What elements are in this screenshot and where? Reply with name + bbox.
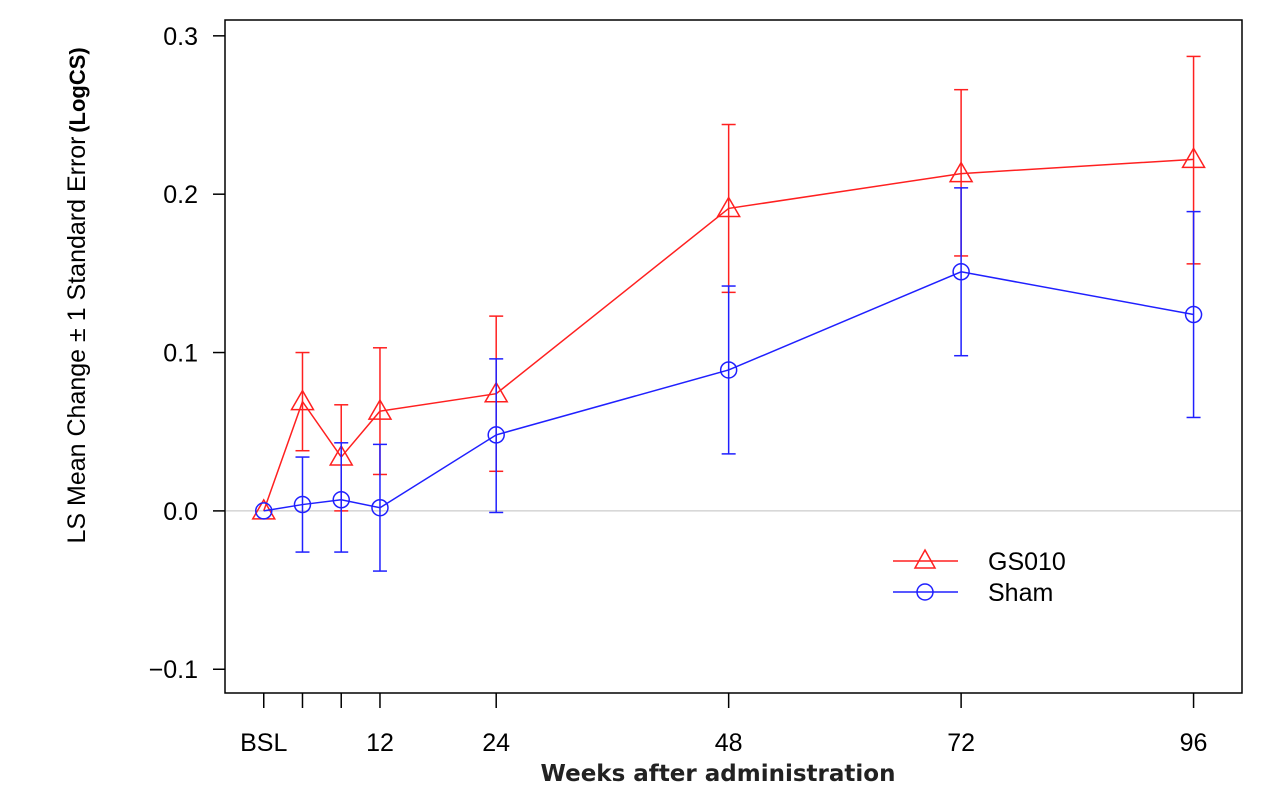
legend-marker-gs010 xyxy=(913,548,937,569)
plot-frame xyxy=(224,19,1243,694)
data-point-sham xyxy=(371,498,389,517)
data-point-sham xyxy=(1184,305,1203,324)
legend-label-gs010: GS010 xyxy=(988,548,1066,576)
data-point-sham xyxy=(487,426,505,444)
data-point-sham xyxy=(332,491,350,509)
y-axis-unit: (LogCS) xyxy=(65,47,90,133)
legend: GS010 Sham xyxy=(893,548,1066,607)
series-line-sham xyxy=(263,271,1194,512)
y-axis-label: LS Mean Change ± 1 Standard Error xyxy=(63,136,91,543)
x-axis: BSL 12 24 48 72 96 xyxy=(240,693,1207,757)
data-point-sham xyxy=(293,495,312,514)
y-tick-label: 0.0 xyxy=(163,498,198,526)
y-tick-label: 0.3 xyxy=(163,23,198,51)
data-point-gs010 xyxy=(948,161,974,183)
data-point-sham xyxy=(952,263,970,281)
data-point-gs010 xyxy=(1181,146,1206,169)
data-point-sham xyxy=(254,502,273,520)
data-point-gs010 xyxy=(716,195,741,218)
x-tick-label: 72 xyxy=(947,729,975,757)
y-axis: −0.1 0.0 0.1 0.2 0.3 xyxy=(149,23,225,684)
series-line-gs010 xyxy=(263,158,1194,512)
legend-item-sham: Sham xyxy=(893,579,1053,607)
y-tick-label: −0.1 xyxy=(149,656,198,684)
x-tick-label: BSL xyxy=(240,729,287,757)
data-point-gs010 xyxy=(290,389,315,411)
legend-marker-sham xyxy=(916,583,934,601)
series-layer xyxy=(251,55,1206,572)
x-tick-label: 24 xyxy=(482,729,510,757)
x-axis-label: Weeks after administration xyxy=(541,761,896,787)
data-point-gs010 xyxy=(367,398,393,420)
data-point-sham xyxy=(719,361,738,379)
y-tick-label: 0.2 xyxy=(163,181,198,209)
legend-label-sham: Sham xyxy=(988,579,1053,607)
y-tick-label: 0.1 xyxy=(163,340,198,368)
legend-item-gs010: GS010 xyxy=(893,548,1066,576)
series-sham xyxy=(254,187,1203,572)
x-tick-label: 48 xyxy=(715,729,743,757)
x-tick-label: 96 xyxy=(1180,729,1208,757)
x-tick-label: 12 xyxy=(366,729,394,757)
